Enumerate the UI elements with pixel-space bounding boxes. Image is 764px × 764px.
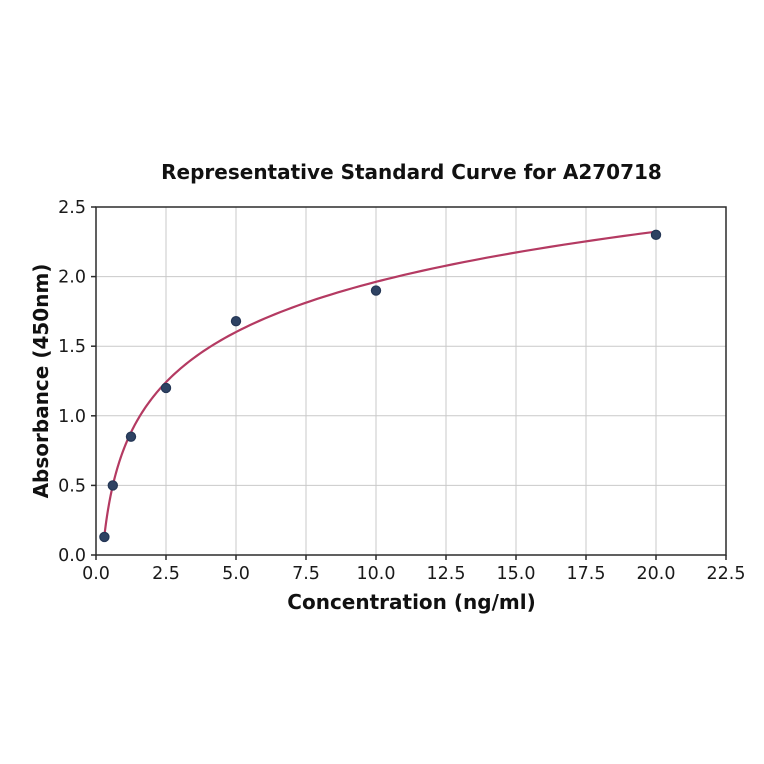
x-tick-label: 22.5 (707, 564, 746, 584)
x-tick-label: 20.0 (637, 564, 676, 584)
chart-title: Representative Standard Curve for A27071… (161, 160, 662, 184)
data-point-marker (99, 531, 110, 543)
y-tick-label: 2.5 (58, 198, 86, 218)
gridlines (95, 206, 727, 556)
y-tick-label: 1.5 (58, 337, 86, 357)
x-tick-label: 5.0 (222, 564, 250, 584)
x-tick-label: 0.0 (82, 564, 110, 584)
data-point-marker (650, 229, 662, 241)
y-tick-label: 1.0 (58, 407, 86, 427)
tick-labels: 0.0 2.5 5.0 7.5 10.0 12.5 15.0 17.5 20.0 22.5 0.0 0… (58, 198, 745, 584)
y-tick-label: 0.0 (58, 546, 86, 566)
tick-marks (91, 206, 727, 560)
x-tick-label: 10.0 (357, 564, 396, 584)
y-tick-label: 0.5 (58, 476, 86, 496)
fitted-curve (103, 230, 658, 537)
data-points (99, 229, 662, 543)
data-point-marker (160, 382, 172, 394)
x-tick-label: 12.5 (427, 564, 466, 584)
x-tick-label: 7.5 (292, 564, 320, 584)
y-tick-label: 2.0 (58, 268, 86, 288)
x-axis-label: Concentration (ng/ml) (287, 590, 536, 614)
x-tick-label: 15.0 (497, 564, 536, 584)
data-point-marker (107, 480, 119, 491)
data-point-marker (230, 315, 242, 327)
x-tick-label: 17.5 (567, 564, 606, 584)
axes-box (95, 206, 727, 556)
x-tick-label: 2.5 (152, 564, 180, 584)
data-point-marker (370, 285, 382, 296)
data-point-marker (125, 431, 137, 442)
